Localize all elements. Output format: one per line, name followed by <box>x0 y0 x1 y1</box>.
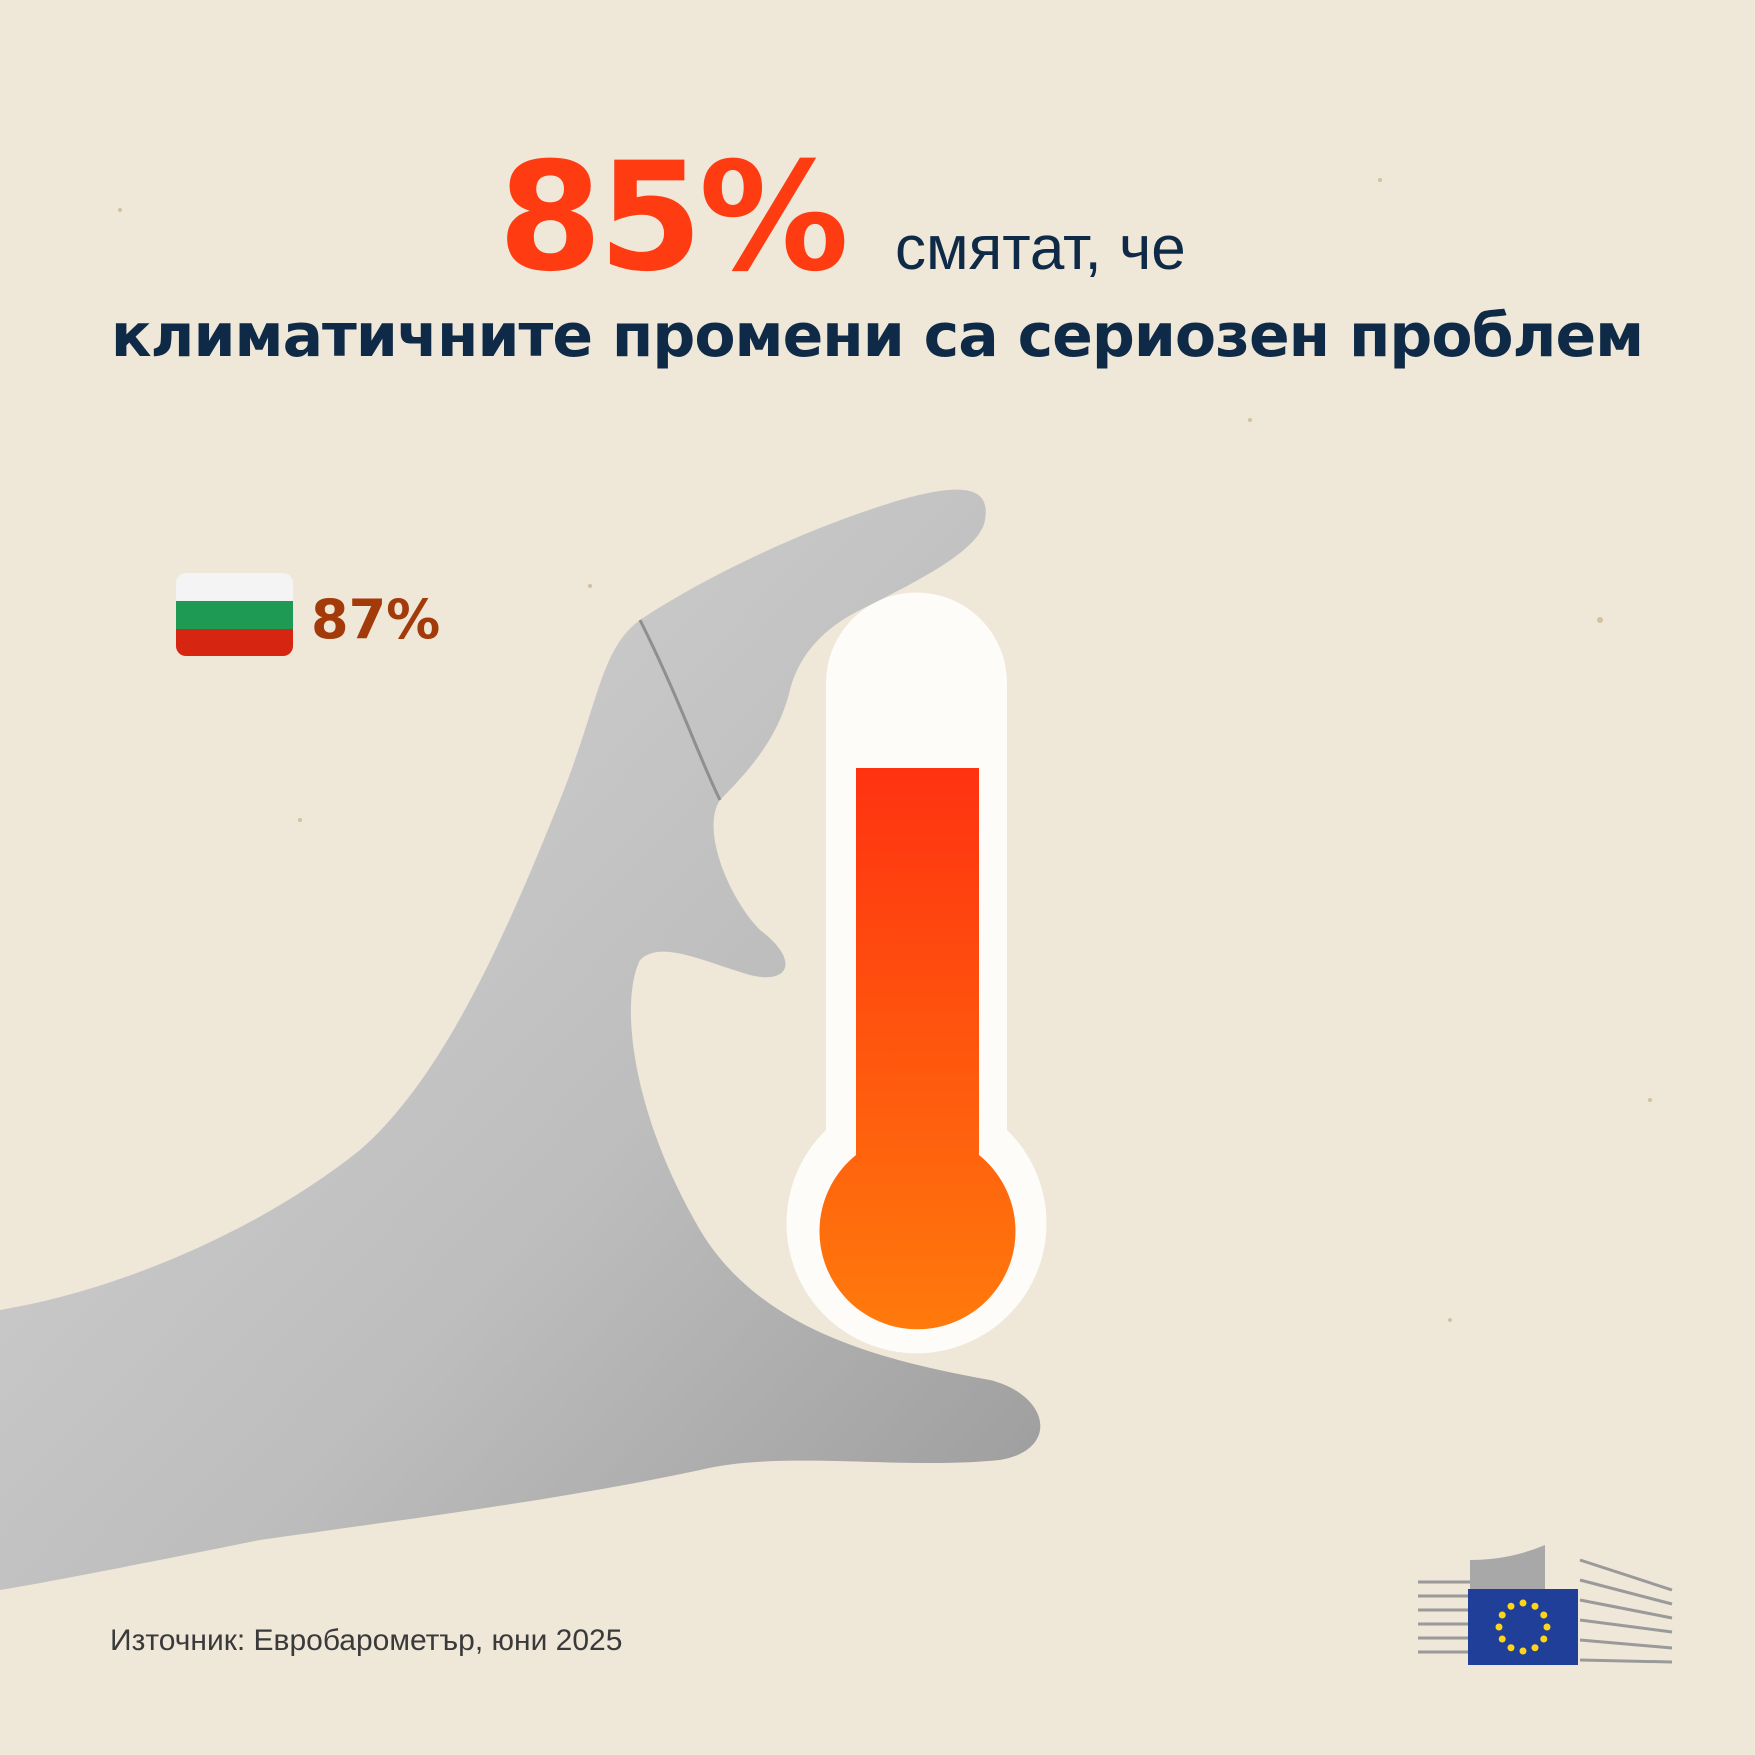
eu-star <box>1540 1635 1548 1643</box>
eu-star <box>1495 1623 1503 1631</box>
eu-star <box>1498 1635 1506 1643</box>
bulgaria-flag <box>176 573 293 656</box>
eu-star <box>1519 1599 1527 1607</box>
headline-text: смятат, че <box>895 214 1186 283</box>
thermometer <box>786 592 1047 1354</box>
headline-value: 85% <box>498 131 845 305</box>
eu-star <box>1540 1611 1548 1619</box>
eu-star <box>1531 1644 1539 1652</box>
eu-logo <box>1418 1545 1673 1665</box>
source: Източник: Евробарометър, юни 2025 <box>110 1624 622 1657</box>
eu-star <box>1519 1647 1527 1655</box>
eu-star <box>1543 1623 1551 1631</box>
hand-crease <box>638 619 722 801</box>
eu-star <box>1531 1602 1539 1610</box>
thermometer-fill <box>819 768 1016 1330</box>
headline-statement: климатичните промени са сериозен проблем <box>111 301 1643 371</box>
eu-star <box>1498 1611 1506 1619</box>
hand <box>0 489 1041 1590</box>
eu-star <box>1507 1644 1515 1652</box>
eu-star <box>1507 1602 1515 1610</box>
country-value: 87% <box>311 588 440 651</box>
